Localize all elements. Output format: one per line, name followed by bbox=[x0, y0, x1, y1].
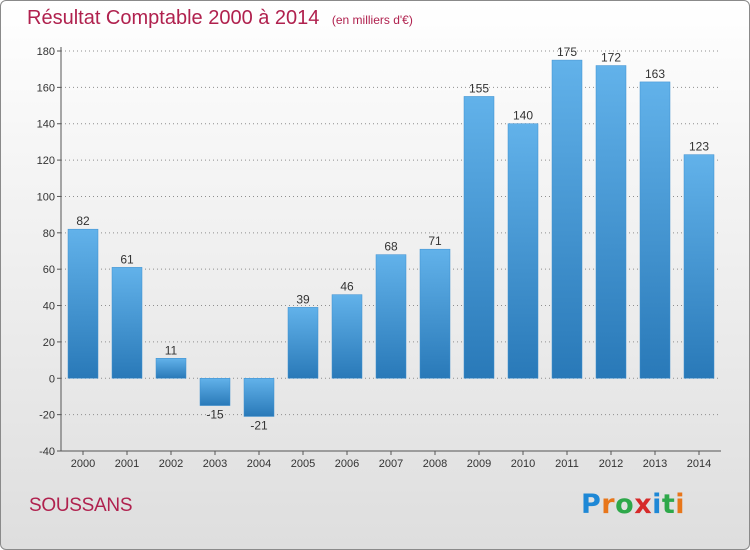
logo-letter: t bbox=[661, 489, 676, 520]
data-label-2013: 163 bbox=[645, 67, 665, 81]
axes: -40 -20 0 20 40 60 80 100 120 140 160 180 2000 2001 20… bbox=[37, 46, 721, 470]
logo-letter: x bbox=[634, 489, 653, 520]
y-tick-label: 100 bbox=[37, 191, 55, 203]
data-label-2006: 46 bbox=[340, 280, 354, 294]
x-tick-label: 2003 bbox=[203, 458, 227, 470]
y-tick-label: 140 bbox=[37, 119, 55, 131]
x-tick-label: 2000 bbox=[71, 458, 95, 470]
data-label-2012: 172 bbox=[601, 51, 621, 65]
bar-2014 bbox=[683, 154, 715, 379]
data-label-2000: 82 bbox=[76, 214, 90, 228]
data-label-2008: 71 bbox=[428, 234, 442, 248]
data-label-2014: 123 bbox=[689, 140, 709, 154]
logo-letter: P bbox=[581, 489, 602, 520]
x-tick-label: 2009 bbox=[467, 458, 491, 470]
data-label-2005: 39 bbox=[296, 292, 310, 306]
data-label-2002: 11 bbox=[165, 343, 178, 357]
logo-letter: o bbox=[615, 489, 635, 520]
y-tick-label: 40 bbox=[43, 301, 55, 313]
bar-2009 bbox=[463, 96, 495, 379]
bar-2002 bbox=[155, 358, 187, 379]
chart-subtitle: (en milliers d'€) bbox=[331, 13, 413, 27]
y-tick-label: 160 bbox=[37, 82, 55, 94]
title-row: Résultat Comptable 2000 à 2014 (en milli… bbox=[27, 7, 413, 30]
x-tick-label: 2013 bbox=[643, 458, 667, 470]
y-tick-label: 180 bbox=[37, 46, 55, 58]
bar-2006 bbox=[331, 294, 363, 379]
x-tick-label: 2004 bbox=[247, 458, 271, 470]
x-tick-label: 2008 bbox=[423, 458, 447, 470]
y-tick-label: -40 bbox=[39, 446, 55, 458]
logo-letter: r bbox=[601, 489, 616, 520]
bar-2000 bbox=[67, 228, 99, 379]
bar-2011 bbox=[551, 59, 583, 379]
logo-letter: i bbox=[652, 489, 662, 520]
bar-2008 bbox=[419, 248, 451, 379]
data-label-2009: 155 bbox=[469, 81, 489, 95]
x-tick-label: 2005 bbox=[291, 458, 315, 470]
data-label-2004: -21 bbox=[250, 418, 268, 432]
bar-2001 bbox=[111, 267, 143, 379]
y-tick-label: 80 bbox=[43, 228, 55, 240]
x-tick-label: 2006 bbox=[335, 458, 359, 470]
bars bbox=[67, 59, 715, 417]
bar-2004 bbox=[243, 378, 275, 417]
bar-2003 bbox=[199, 378, 231, 406]
bar-2012 bbox=[595, 65, 627, 379]
bar-2005 bbox=[287, 307, 319, 379]
x-tick-label: 2002 bbox=[159, 458, 183, 470]
bar-2013 bbox=[639, 81, 671, 379]
y-tick-label: 60 bbox=[43, 264, 55, 276]
chart-title: Résultat Comptable 2000 à 2014 bbox=[27, 7, 320, 29]
x-tick-label: 2012 bbox=[599, 458, 623, 470]
y-tick-label: 20 bbox=[43, 337, 55, 349]
x-tick-label: 2010 bbox=[511, 458, 535, 470]
bar-2010 bbox=[507, 123, 539, 379]
place-name: SOUSSANS bbox=[29, 495, 133, 516]
y-tick-label: -20 bbox=[39, 410, 55, 422]
x-tick-label: 2001 bbox=[115, 458, 139, 470]
proxiti-logo: Proxiti bbox=[581, 489, 685, 520]
y-tick-label: 0 bbox=[49, 373, 55, 385]
bar-2007 bbox=[375, 254, 407, 379]
data-label-2003: -15 bbox=[206, 408, 224, 422]
data-label-2011: 175 bbox=[557, 45, 577, 59]
data-label-2001: 61 bbox=[120, 252, 134, 266]
logo-letter: i bbox=[675, 489, 686, 520]
x-tick-label: 2007 bbox=[379, 458, 403, 470]
x-tick-label: 2011 bbox=[555, 458, 579, 470]
x-tick-label: 2014 bbox=[687, 458, 711, 470]
data-labels: 82 61 11 -15 -21 39 46 68 71 155 140 175 172 163 123 bbox=[76, 45, 709, 432]
y-tick-label: 120 bbox=[37, 155, 55, 167]
data-label-2010: 140 bbox=[513, 109, 533, 123]
data-label-2007: 68 bbox=[384, 240, 398, 254]
